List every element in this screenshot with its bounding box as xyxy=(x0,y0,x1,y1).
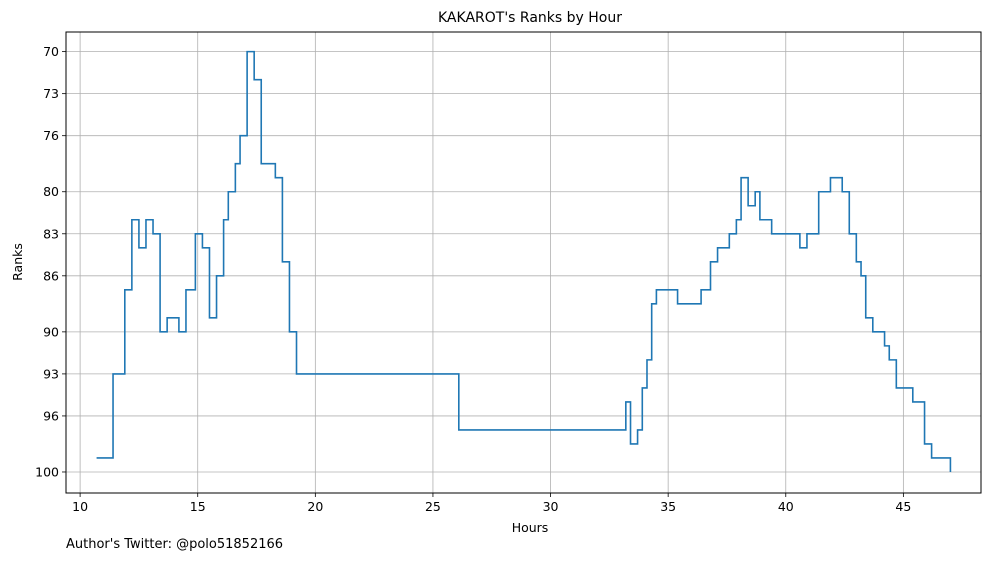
rank-step-line xyxy=(96,50,952,472)
y-axis: 70 73 76 80 83 86 90 93 96 100 xyxy=(35,44,66,479)
series-layer xyxy=(96,50,952,472)
y-tick-label: 70 xyxy=(43,44,59,59)
x-tick-label: 25 xyxy=(425,499,441,514)
x-tick-label: 45 xyxy=(895,499,911,514)
author-credit: Author's Twitter: @polo51852166 xyxy=(66,537,284,552)
y-tick-label: 96 xyxy=(43,408,59,423)
x-axis-label: Hours xyxy=(512,520,549,535)
x-tick-label: 30 xyxy=(543,499,559,514)
y-tick-label: 73 xyxy=(43,86,59,101)
y-tick-label: 76 xyxy=(43,128,59,143)
plot-background xyxy=(66,32,981,493)
y-tick-label: 93 xyxy=(43,366,59,381)
chart-title: KAKAROT's Ranks by Hour xyxy=(438,10,622,26)
x-tick-label: 35 xyxy=(660,499,676,514)
x-axis: 10 15 20 25 30 35 40 45 xyxy=(72,493,911,514)
y-tick-label: 80 xyxy=(43,184,59,199)
y-tick-label: 86 xyxy=(43,268,59,283)
y-tick-label: 90 xyxy=(43,324,59,339)
x-tick-label: 40 xyxy=(778,499,794,514)
y-tick-label: 100 xyxy=(35,464,59,479)
y-tick-label: 83 xyxy=(43,226,59,241)
y-axis-label: Ranks xyxy=(10,243,25,281)
x-tick-label: 10 xyxy=(72,499,88,514)
grid xyxy=(66,32,981,493)
plot-frame xyxy=(65,31,982,494)
x-tick-label: 20 xyxy=(307,499,323,514)
x-tick-label: 15 xyxy=(190,499,206,514)
